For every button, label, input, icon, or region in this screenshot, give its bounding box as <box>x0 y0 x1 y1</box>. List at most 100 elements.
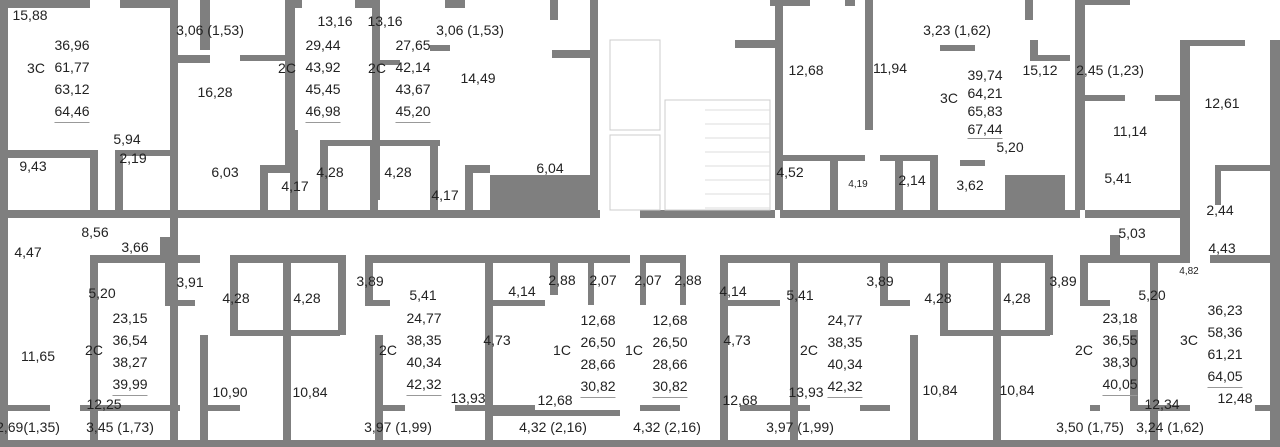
room-area-label: 5,20 <box>996 139 1024 155</box>
wall <box>0 150 90 158</box>
room-area-label: 15,12 <box>1022 62 1058 78</box>
apartment-areas: 23,15 36,54 38,27 39,99 <box>112 307 148 396</box>
wall <box>940 255 948 335</box>
wall <box>165 255 173 305</box>
apartment-area-value: 42,32 <box>827 375 863 398</box>
room-area-label: 3,89 <box>356 273 384 289</box>
wall <box>960 160 985 166</box>
wall <box>860 405 890 411</box>
wall <box>0 440 1280 447</box>
wall <box>160 237 170 257</box>
room-area-label: 4,47 <box>14 244 42 260</box>
apartment-area-value: 28,66 <box>652 356 688 372</box>
wall <box>930 155 938 210</box>
stair-outline <box>664 99 771 211</box>
wall <box>1080 300 1110 306</box>
room-area-label: 4,28 <box>924 290 952 306</box>
wall <box>375 405 405 411</box>
wall <box>290 0 302 8</box>
wall <box>170 55 210 63</box>
wall <box>590 0 598 210</box>
apartment-area-value: 43,67 <box>395 81 431 97</box>
apartment-area-value: 29,44 <box>305 37 341 53</box>
apartment-area-value: 46,98 <box>305 100 341 123</box>
wall <box>1080 0 1130 5</box>
apartment-area-value: 26,50 <box>652 334 688 350</box>
wall <box>1025 0 1033 20</box>
room-area-label: 3,66 <box>121 239 149 255</box>
apartment-type: 3С <box>1180 332 1198 348</box>
room-area-label: 12,25 <box>86 396 122 412</box>
apartment-area-value: 38,35 <box>406 332 442 348</box>
wall <box>1215 165 1270 171</box>
apartment-area-value: 36,23 <box>1207 302 1243 318</box>
room-area-label: 4,28 <box>293 290 321 306</box>
apartment-area-value: 45,45 <box>305 81 341 97</box>
wall <box>1075 0 1085 210</box>
apartment-area-value: 63,12 <box>54 81 90 97</box>
apartment-areas: 12,68 26,50 28,66 30,82 <box>580 309 616 398</box>
room-area-label: 16,28 <box>197 84 233 100</box>
room-area-label: 10,84 <box>922 382 958 398</box>
wall <box>552 50 590 58</box>
wall <box>200 405 240 411</box>
apartment-type: 1С <box>625 342 643 358</box>
room-area-label: 3,91 <box>176 274 204 290</box>
wall <box>465 165 473 210</box>
room-area-label: 3,23 (1,62) <box>923 22 991 38</box>
room-area-label: 2,88 <box>548 272 576 288</box>
room-area-label: 12,68 <box>722 392 758 408</box>
room-area-label: 13,16 <box>317 13 353 29</box>
wall <box>465 165 490 173</box>
apartment-area-value: 45,20 <box>395 100 431 123</box>
room-area-label: 3,97 (1,99) <box>766 419 834 435</box>
wall <box>1080 255 1190 263</box>
wall <box>372 0 380 200</box>
apartment-areas: 29,44 43,92 45,45 46,98 <box>305 34 341 123</box>
apartment-area-value: 36,54 <box>112 332 148 348</box>
wall <box>640 255 646 305</box>
wall <box>590 255 630 263</box>
wall <box>370 140 378 210</box>
room-area-label: 12,34 <box>1144 396 1180 412</box>
room-area-label: 3,24 (1,62) <box>1136 419 1204 435</box>
room-area-label: 6,03 <box>211 164 239 180</box>
wall <box>365 300 390 306</box>
apartment-area-value: 36,55 <box>1102 332 1138 348</box>
room-area-label: 9,43 <box>19 158 47 174</box>
room-area-label: 4,73 <box>483 332 511 348</box>
room-area-label: 3,89 <box>1049 273 1077 289</box>
room-area-label: 2,07 <box>634 272 662 288</box>
wall <box>1090 405 1100 411</box>
room-area-label: 11,65 <box>21 348 55 364</box>
room-area-label: 5,20 <box>88 285 116 301</box>
room-area-label: 2,07 <box>589 272 617 288</box>
wall <box>725 300 780 306</box>
wall <box>1215 165 1221 205</box>
wall <box>120 0 170 8</box>
room-area-label: 4,52 <box>776 164 804 180</box>
room-area-label: 4,28 <box>1003 290 1031 306</box>
wall <box>790 255 798 445</box>
apartment-area-value: 43,92 <box>305 59 341 75</box>
room-area-label: 2,19 <box>119 150 147 166</box>
apartment-area-value: 24,77 <box>406 310 442 326</box>
apartment-area-value: 36,96 <box>54 37 90 53</box>
apartment-areas: 24,77 38,35 40,34 42,32 <box>406 307 442 396</box>
wall <box>90 150 98 210</box>
wall <box>1210 255 1270 263</box>
apartment-area-value: 30,82 <box>580 375 616 398</box>
apartment-area-value: 67,44 <box>967 121 1003 139</box>
wall <box>285 0 295 170</box>
room-area-label: 11,14 <box>1113 123 1147 139</box>
stair-outline <box>609 39 661 131</box>
wall <box>365 255 373 305</box>
wall <box>1255 405 1275 411</box>
wall <box>1005 175 1065 210</box>
wall <box>430 45 450 51</box>
room-area-label: 5,20 <box>1138 287 1166 303</box>
wall <box>865 0 873 130</box>
wall <box>940 45 975 51</box>
apartment-area-value: 58,36 <box>1207 324 1243 340</box>
